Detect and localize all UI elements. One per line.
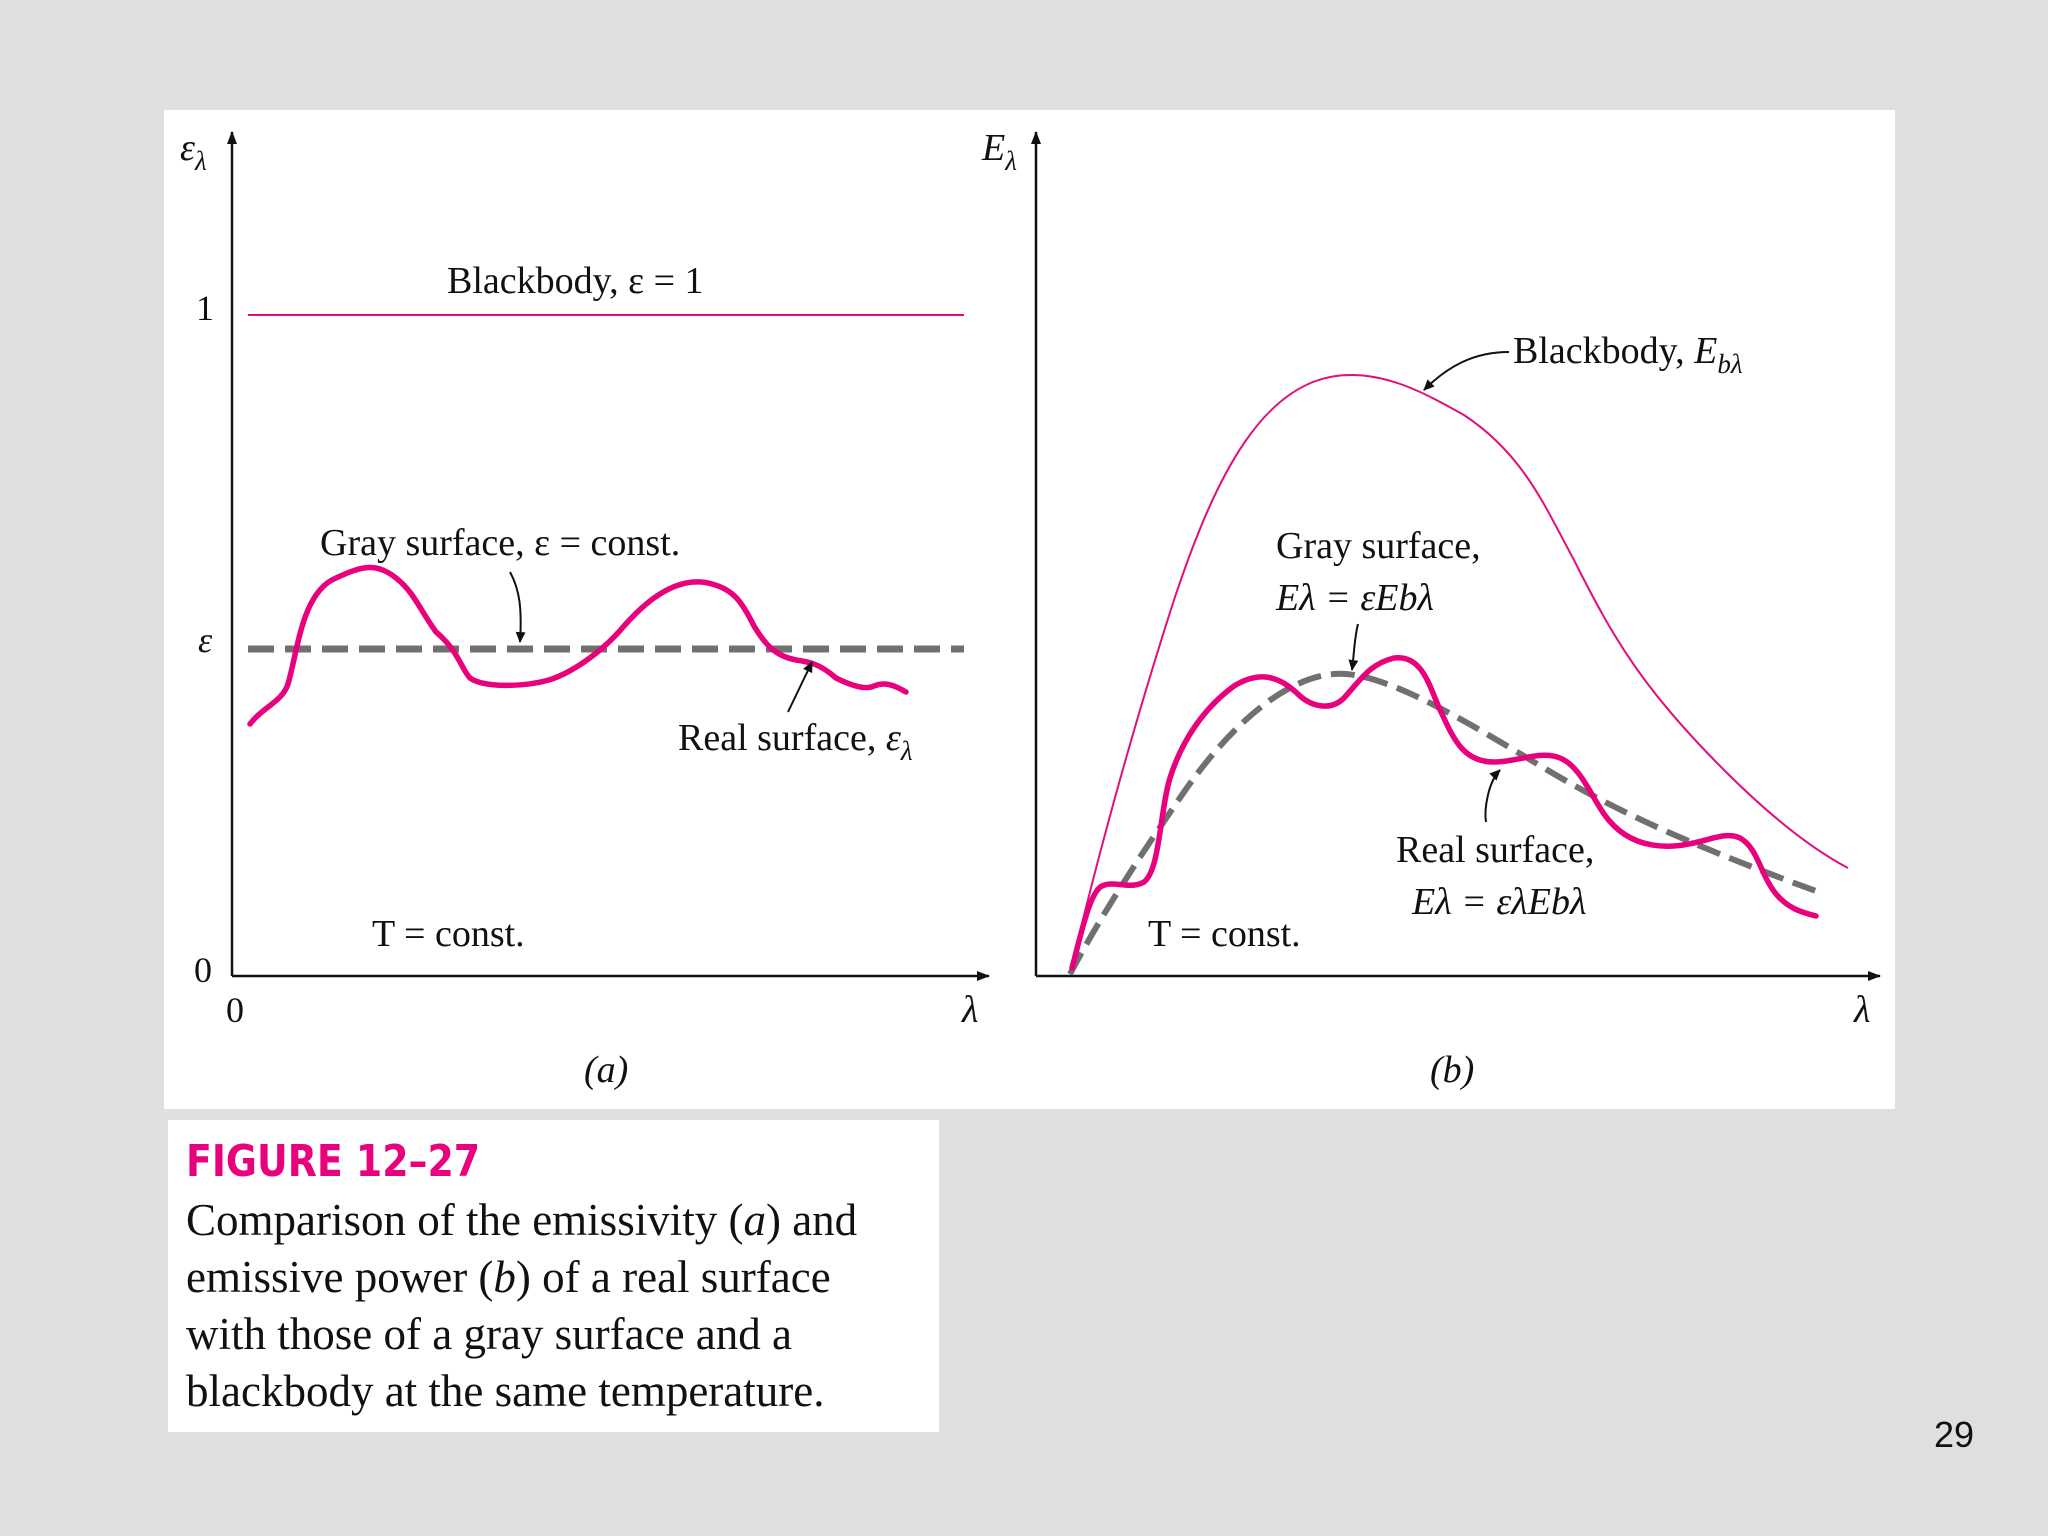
panel-b-real-label-line1: Real surface, [1396,829,1594,871]
caption-line-3: with those of a gray surface and a [186,1309,793,1359]
panel-a-real-pointer [787,661,813,713]
panel-a-x-axis-label: λ [961,989,978,1031]
panel-b-gray-surface-curve [1067,670,1826,976]
slide-number: 29 [1933,1414,1974,1455]
figure-caption-text: Comparison of the emissivity (a) and emi… [186,1192,921,1420]
panel-a-x-tick-zero: 0 [226,990,244,1030]
panel-a-y-axis-label: ελ [180,127,207,176]
panel-b-real-pointer [1484,769,1501,823]
panel-a-caption: (a) [584,1049,628,1091]
caption-line-2: emissive power (b) of a real surface [186,1252,831,1302]
figure-panel: ελ λ 1 ε 0 0 Blackbody, ε = 1 Gray surfa… [164,110,1895,1109]
panel-a-blackbody-label: Blackbody, ε = 1 [447,260,704,302]
panel-b-real-label-line2: Eλ = ελEbλ [1411,881,1586,923]
panel-a-y-tick-zero: 0 [194,950,212,990]
panel-b-blackbody-label: Blackbody, Ebλ [1513,330,1743,379]
panel-a-y-tick-one: 1 [196,288,214,328]
panel-b-blackbody-curve [1069,373,1849,975]
panel-b-blackbody-pointer [1423,351,1510,391]
panel-a-gray-label: Gray surface, ε = const. [320,522,680,564]
panel-a: ελ λ 1 ε 0 0 Blackbody, ε = 1 Gray surfa… [180,127,990,1091]
panel-a-y-tick-epsilon: ε [198,620,213,660]
panel-a-real-label: Real surface, ελ [678,717,913,766]
figure-caption-box: FIGURE 12–27 Comparison of the emissivit… [168,1120,939,1432]
panel-b-gray-pointer [1348,623,1359,671]
panel-b-gray-label-line2: Eλ = εEbλ [1275,577,1434,619]
figure-illustration: ελ λ 1 ε 0 0 Blackbody, ε = 1 Gray surfa… [180,127,1881,1091]
caption-line-1: Comparison of the emissivity (a) and [186,1195,858,1245]
panel-b-real-surface-curve [1069,655,1819,971]
caption-line-4: blackbody at the same temperature. [186,1366,825,1416]
panel-a-gray-pointer [509,571,526,643]
panel-b-caption: (b) [1430,1049,1474,1091]
panel-b-x-axis-label: λ [1853,989,1870,1031]
panel-b-y-axis-label: Eλ [981,127,1017,176]
panel-b-gray-label-line1: Gray surface, [1276,525,1481,567]
panel-a-temperature-label: T = const. [372,913,525,955]
panel-a-real-surface-curve [247,564,909,727]
panel-b: Eλ λ Blackbody, Ebλ Gray surface, Eλ = ε… [981,127,1881,1091]
panel-b-temperature-label: T = const. [1148,913,1301,955]
figure-caption-title: FIGURE 12–27 [186,1136,481,1187]
